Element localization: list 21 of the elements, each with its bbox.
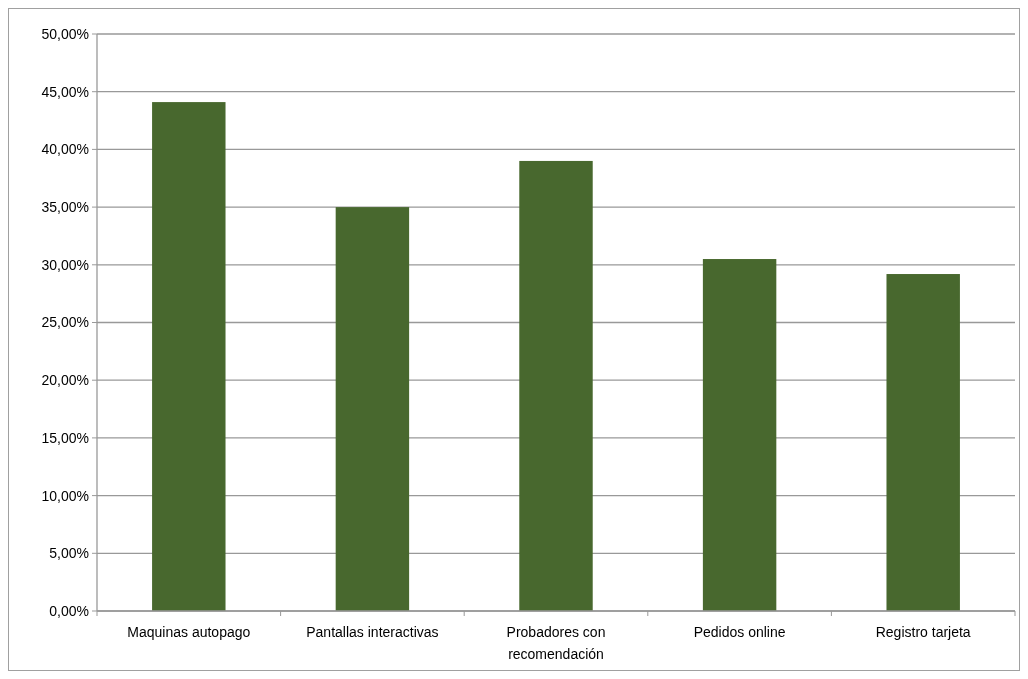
bar: [519, 160, 593, 611]
x-tick-label: Pedidos online: [693, 624, 786, 640]
y-tick-label: 40,00%: [41, 141, 89, 158]
bar: [702, 259, 777, 611]
y-tick-label: 45,00%: [41, 83, 89, 100]
bar: [152, 102, 226, 611]
y-tick-label: 20,00%: [41, 372, 89, 389]
bar: [886, 274, 960, 611]
x-tick-label: Maquinas autopago: [127, 624, 251, 640]
y-tick-label: 10,00%: [41, 487, 89, 504]
y-tick-label: 5,00%: [49, 545, 89, 562]
y-tick-label: 30,00%: [41, 256, 89, 273]
y-tick-label: 50,00%: [41, 25, 89, 42]
y-tick-label: 25,00%: [41, 314, 89, 331]
bar: [335, 207, 410, 611]
y-tick-label: 35,00%: [41, 199, 89, 215]
y-tick-label: 15,00%: [41, 429, 89, 446]
x-tick-label: Pantallas interactivas: [306, 624, 439, 640]
x-tick-label: Probadores con recomendación: [506, 624, 606, 662]
y-tick-label: 0,00%: [49, 602, 89, 619]
x-tick-label: Registro tarjeta: [875, 624, 971, 640]
